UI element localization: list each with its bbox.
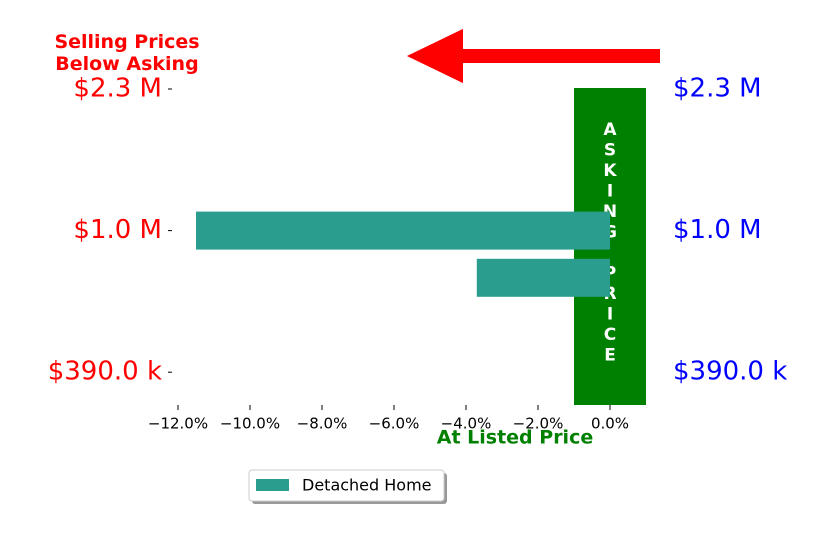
legend-swatch [256, 479, 289, 491]
legend-box [248, 469, 445, 502]
arrow [406, 28, 660, 84]
y-tick-label: $2.3 M [73, 74, 162, 104]
chart-title: Selling Prices Below Asking [54, 31, 199, 75]
bar [476, 258, 610, 297]
y2-tick-label: $1.0 M [673, 215, 762, 245]
bar [196, 211, 610, 250]
x-tick-label: −6.0% [369, 415, 420, 433]
x-tick-label: −8.0% [297, 415, 348, 433]
x-tick-label: −2.0% [513, 415, 564, 433]
y-tick-label: $390.0 k [48, 357, 162, 387]
x-tick-label: −10.0% [220, 415, 280, 433]
legend-label: Detached Home [302, 476, 432, 495]
x-tick-label: 0.0% [591, 415, 629, 433]
y2-tick-label: $2.3 M [673, 74, 762, 104]
y-tick-label: $1.0 M [73, 215, 162, 245]
y2-tick-label: $390.0 k [673, 357, 787, 387]
legend: Detached Home [248, 469, 447, 504]
x-tick-label: −12.0% [148, 415, 208, 433]
x-tick-label: −4.0% [441, 415, 492, 433]
x-axis-label: At Listed Price [437, 427, 593, 449]
